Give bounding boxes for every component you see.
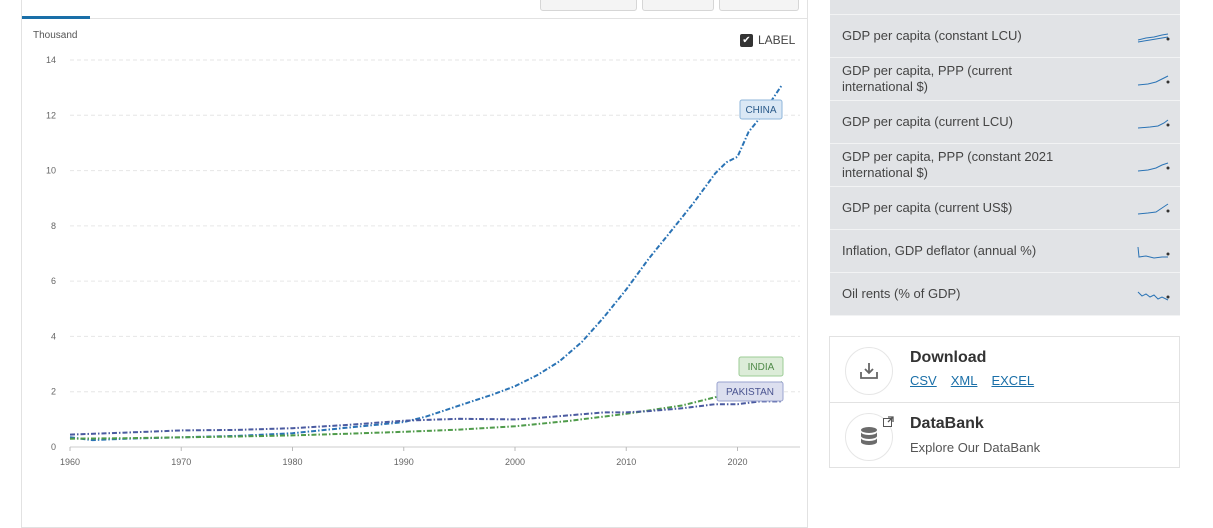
resources-panel: Download CSV XML EXCEL DataBank Explore … xyxy=(829,336,1180,468)
sparkline-icon xyxy=(1137,246,1170,259)
databank-card[interactable]: DataBank Explore Our DataBank xyxy=(830,403,1179,468)
y-tick-label: 12 xyxy=(46,110,56,120)
active-tab-indicator xyxy=(22,16,90,19)
sidebar-indicator-item[interactable]: Oil rents (% of GDP) xyxy=(830,273,1180,316)
sparkline-icon xyxy=(1137,203,1170,215)
series-label-india[interactable]: INDIA xyxy=(738,356,784,377)
sparkline-icon xyxy=(1137,162,1170,172)
y-tick-label: 10 xyxy=(46,166,56,176)
y-tick-label: 4 xyxy=(51,331,56,341)
y-tick-label: 0 xyxy=(51,442,56,452)
external-link-icon xyxy=(883,416,894,427)
x-tick-label: 1990 xyxy=(394,457,414,467)
x-tick-label: 1970 xyxy=(171,457,191,467)
label-checkbox[interactable]: ✔ xyxy=(740,33,753,47)
series-label-text: INDIA xyxy=(748,362,775,373)
sparkline-icon xyxy=(1137,75,1170,86)
series-label-china[interactable]: CHINA xyxy=(739,99,783,120)
x-tick-label: 2020 xyxy=(727,457,747,467)
series-label-pakistan[interactable]: PAKISTAN xyxy=(716,381,784,402)
tabs-divider xyxy=(90,18,807,19)
label-toggle-text: LABEL xyxy=(758,33,796,47)
download-excel-link[interactable]: EXCEL xyxy=(991,373,1035,388)
sidebar-indicator-label: GDP per capita (current LCU) xyxy=(842,114,1013,129)
label-toggle[interactable]: ✔ LABEL xyxy=(740,33,795,47)
sidebar-indicator-label: Oil rents (% of GDP) xyxy=(842,286,961,301)
sidebar-top-item[interactable] xyxy=(830,0,1180,15)
sparkline-icon xyxy=(1137,33,1170,43)
related-indicators-sidebar: GDP per capita (constant LCU) GDP per cap… xyxy=(830,0,1180,316)
sidebar-indicator-label: GDP per capita (constant LCU) xyxy=(842,28,1022,43)
sidebar-indicator-item[interactable]: Inflation, GDP deflator (annual %) xyxy=(830,230,1180,273)
databank-title: DataBank xyxy=(910,415,984,432)
series-label-text: PAKISTAN xyxy=(726,387,774,398)
series-line-china[interactable] xyxy=(69,84,783,442)
y-tick-label: 6 xyxy=(51,276,56,286)
series-label-text: CHINA xyxy=(745,105,776,116)
sidebar-indicator-item[interactable]: GDP per capita (current US$) xyxy=(830,187,1180,230)
line-chart: Thousand 0 2 4 6 8 10 12 14 1960 1970 1980 1990 2000… xyxy=(33,30,800,467)
x-tick-label: 2010 xyxy=(616,457,636,467)
sidebar-indicator-item[interactable]: GDP per capita (current LCU) xyxy=(830,101,1180,144)
sidebar-indicator-label: Inflation, GDP deflator (annual %) xyxy=(842,243,1037,258)
sidebar-indicator-item[interactable]: GDP per capita, PPP (current internation… xyxy=(830,58,1180,101)
download-title: Download xyxy=(910,349,987,366)
chart-option-button[interactable] xyxy=(642,0,714,11)
sidebar-indicator-item[interactable]: GDP per capita (constant LCU) xyxy=(830,15,1180,58)
y-tick-label: 8 xyxy=(51,221,56,231)
y-tick-label: 14 xyxy=(46,55,56,65)
x-tick-label: 2000 xyxy=(505,457,525,467)
download-icon xyxy=(845,347,893,395)
sparkline-icon xyxy=(1137,119,1170,129)
databank-subtitle: Explore Our DataBank xyxy=(910,440,1041,455)
download-csv-link[interactable]: CSV xyxy=(910,373,937,388)
x-tick-label: 1980 xyxy=(282,457,302,467)
chart-type-button[interactable] xyxy=(540,0,637,11)
x-tick-label: 1960 xyxy=(60,457,80,467)
download-xml-link[interactable]: XML xyxy=(950,373,978,388)
y-unit-label: Thousand xyxy=(33,30,77,41)
chart-panel xyxy=(21,0,808,528)
sidebar-indicator-item[interactable]: GDP per capita, PPP (constant 2021 inter… xyxy=(830,144,1180,187)
sidebar-indicator-label: GDP per capita, PPP (current internation… xyxy=(842,63,1013,94)
chart-settings-button[interactable] xyxy=(719,0,799,11)
sidebar-indicator-label: GDP per capita, PPP (constant 2021 inter… xyxy=(842,149,1054,180)
y-tick-label: 2 xyxy=(51,387,56,397)
download-card: Download CSV XML EXCEL xyxy=(830,337,1179,403)
sidebar-indicator-label: GDP per capita (current US$) xyxy=(842,200,1013,215)
sparkline-icon xyxy=(1137,291,1170,301)
